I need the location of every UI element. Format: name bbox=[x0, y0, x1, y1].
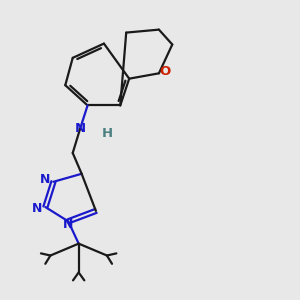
Text: O: O bbox=[160, 65, 171, 78]
Text: N: N bbox=[40, 173, 50, 186]
Text: N: N bbox=[75, 122, 86, 135]
Text: N: N bbox=[32, 202, 42, 215]
Text: N: N bbox=[63, 218, 74, 231]
Text: H: H bbox=[101, 127, 112, 140]
